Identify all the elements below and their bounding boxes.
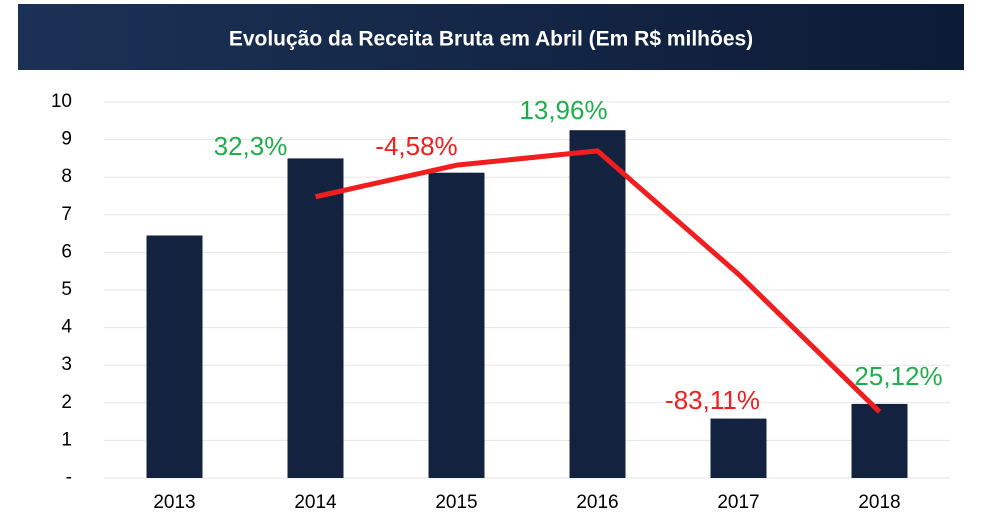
y-tick-label: 1 <box>61 429 72 450</box>
chart-title: Evolução da Receita Bruta em Abril (Em R… <box>229 28 753 51</box>
bar <box>851 403 908 478</box>
y-tick-label: 3 <box>61 354 72 375</box>
y-tick-label: 9 <box>61 129 72 150</box>
y-tick-label: 6 <box>61 241 72 262</box>
y-tick-label: - <box>66 467 72 488</box>
annotation: 13,96% <box>519 95 607 125</box>
y-tick-label: 5 <box>61 279 72 300</box>
y-tick-label: 7 <box>61 204 72 225</box>
bar <box>287 158 344 478</box>
y-tick-label: 8 <box>61 166 72 187</box>
annotation: 25,12% <box>854 361 942 391</box>
x-tick-label: 2016 <box>576 492 618 513</box>
annotation: 32,3% <box>214 131 288 161</box>
y-tick-label: 2 <box>61 392 72 413</box>
bar <box>710 418 767 478</box>
x-tick-label: 2015 <box>435 492 477 513</box>
annotation: -83,11% <box>665 385 760 415</box>
x-tick-label: 2014 <box>294 492 337 513</box>
x-tick-label: 2017 <box>717 492 759 513</box>
annotation: -4,58% <box>375 131 457 161</box>
x-tick-label: 2018 <box>858 492 900 513</box>
bar <box>569 130 626 478</box>
header-band <box>18 4 964 70</box>
bar <box>146 235 203 478</box>
y-tick-label: 10 <box>51 91 72 112</box>
y-tick-label: 4 <box>61 317 72 338</box>
bar <box>428 172 485 479</box>
line <box>314 148 882 414</box>
x-tick-label: 2013 <box>153 492 195 513</box>
